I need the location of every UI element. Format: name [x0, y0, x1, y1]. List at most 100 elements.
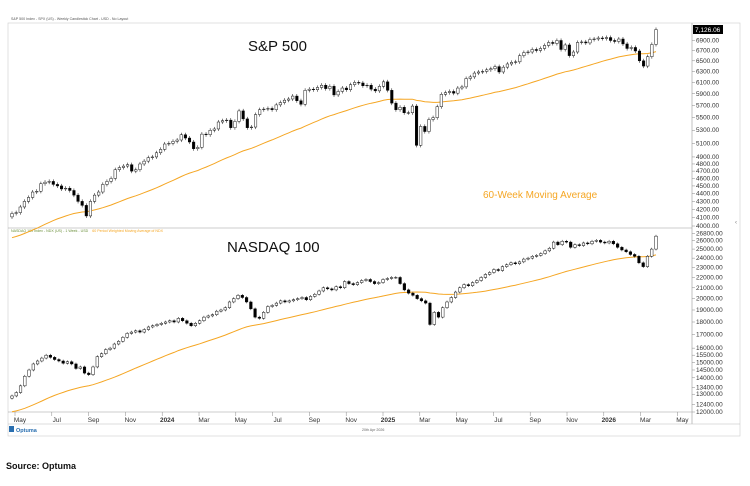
ndx-candle: [398, 277, 402, 284]
ndx-candle: [381, 279, 385, 283]
spx-candle: [563, 44, 567, 50]
ndx-candle: [458, 287, 462, 293]
scroll-marker-icon[interactable]: ‹: [735, 220, 737, 226]
ndx-candle: [645, 256, 650, 267]
spx-candle: [373, 88, 377, 92]
spx-candle: [183, 134, 187, 139]
ndx-candle: [274, 302, 278, 306]
ndx-tick-label: 19000.00: [696, 307, 723, 314]
ndx-candle: [569, 241, 573, 248]
ndx-candle: [424, 300, 428, 304]
ndx-candle: [368, 279, 372, 282]
spx-tick-label: 6100.00: [696, 79, 720, 86]
spx-candle: [518, 55, 522, 63]
ndx-candle: [210, 314, 214, 317]
spx-candle: [175, 139, 179, 142]
spx-tick-label: 5900.00: [696, 91, 720, 98]
ndx-tick-label: 18000.00: [696, 319, 723, 326]
ndx-candle: [193, 323, 197, 326]
ndx-candle: [270, 305, 274, 307]
ndx-candle: [513, 262, 517, 264]
spx-candle: [522, 52, 526, 56]
spx-candle: [22, 201, 26, 208]
spx-candle: [576, 42, 580, 53]
ndx-candle: [172, 320, 176, 323]
spx-candle: [543, 45, 547, 49]
spx-tick-label: 4400.00: [696, 191, 720, 198]
spx-candle: [571, 51, 575, 56]
ndx-candle: [641, 262, 645, 267]
ndx-candle: [257, 316, 261, 319]
spx-candle: [105, 181, 109, 185]
spx-candle: [580, 41, 584, 43]
spx-tick-label: 6700.00: [696, 47, 720, 54]
spx-candle: [406, 112, 410, 114]
spx-candle: [282, 99, 286, 103]
spx-candle: [188, 137, 192, 143]
ndx-candle: [441, 307, 445, 318]
spx-tick-label: 4300.00: [696, 198, 720, 205]
time-tick-label: Jul: [273, 417, 282, 424]
spx-moving-average: [11, 51, 657, 239]
spx-candle: [138, 163, 142, 170]
spx-candle: [192, 141, 196, 149]
ndx-tick-label: 16000.00: [696, 345, 723, 352]
ndx-candle: [599, 240, 603, 243]
ndx-candle: [198, 320, 202, 324]
spx-candle: [39, 183, 43, 192]
spx-candle: [150, 156, 154, 158]
ndx-tick-label: 20000.00: [696, 296, 723, 303]
ndx-candle: [95, 356, 99, 368]
source-note: Source: Optuma: [6, 461, 77, 471]
ndx-candle: [129, 331, 133, 334]
ndx-tick-label: 17000.00: [696, 332, 723, 339]
spx-candle: [377, 86, 381, 92]
ndx-candle: [624, 249, 628, 252]
last-price-tag: [693, 25, 723, 34]
spx-candle: [510, 62, 514, 65]
ndx-candle: [628, 251, 632, 255]
spx-candle: [332, 86, 336, 96]
time-tick-label: Sep: [88, 417, 100, 424]
spx-candle: [559, 40, 563, 50]
ndx-tick-label: 25000.00: [696, 246, 723, 253]
spx-candle: [14, 212, 18, 214]
ndx-tick-label: 15500.00: [696, 352, 723, 359]
ndx-candle: [475, 280, 479, 283]
spx-candle: [410, 105, 414, 113]
spx-candle: [394, 102, 398, 110]
ndx-candle: [334, 286, 338, 291]
spx-candle: [423, 126, 427, 132]
spx-candle: [229, 119, 233, 128]
spx-candle: [171, 141, 175, 144]
ndx-candle: [163, 321, 168, 324]
ndx-candle: [70, 361, 74, 365]
ndx-candle: [304, 297, 308, 300]
ndx-candle: [23, 375, 27, 387]
spx-candle: [225, 119, 229, 121]
ndx-candle: [564, 241, 568, 243]
ndx-candle: [526, 257, 530, 260]
spx-candle: [633, 47, 637, 52]
ndx-candle: [509, 262, 513, 265]
ndx-candle: [372, 281, 377, 284]
ndx-tick-label: 14500.00: [696, 367, 723, 374]
spx-candle: [415, 105, 419, 146]
ndx-candle: [14, 392, 18, 397]
spx-tick-label: 6900.00: [696, 37, 720, 44]
ndx-candle: [543, 250, 547, 254]
ndx-candle: [296, 298, 300, 300]
spx-candle: [208, 130, 212, 135]
spx-candle: [497, 66, 501, 73]
spx-candle: [80, 201, 84, 206]
spx-candle: [485, 69, 489, 72]
ndx-candle: [159, 323, 163, 325]
spx-candle: [382, 81, 386, 87]
ndx-tick-label: 12000.00: [696, 409, 723, 416]
ndx-tick-label: 26000.00: [696, 237, 723, 244]
ndx-candle: [347, 281, 351, 284]
ndx-candle: [232, 298, 236, 303]
ndx-candle: [266, 306, 270, 313]
spx-candle: [154, 152, 158, 158]
